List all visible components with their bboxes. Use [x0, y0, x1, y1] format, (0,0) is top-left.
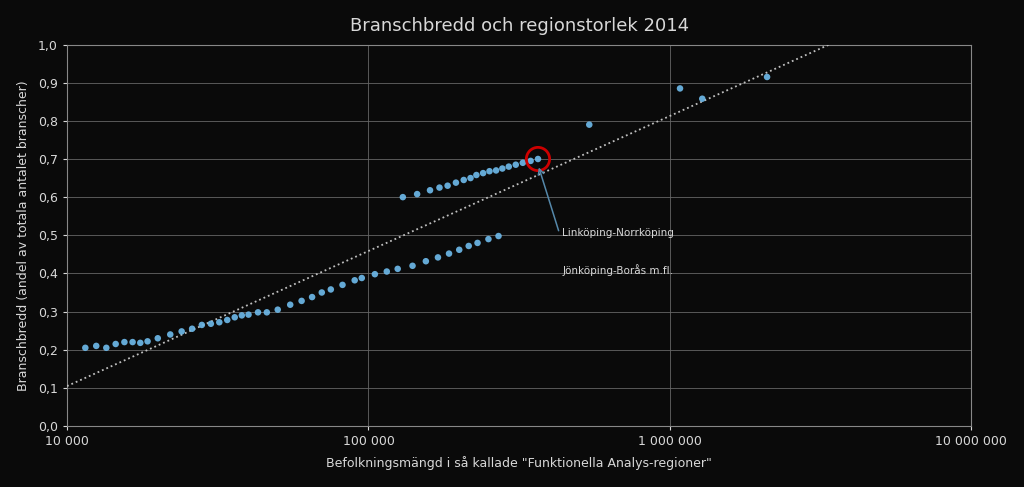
Point	[451, 246, 467, 254]
Point	[313, 289, 330, 297]
Point	[529, 155, 546, 163]
Point	[132, 339, 148, 347]
Point	[184, 325, 201, 333]
Point	[508, 161, 524, 169]
Point	[447, 179, 464, 187]
Y-axis label: Branschbredd (andel av totala antalet branscher): Branschbredd (andel av totala antalet br…	[16, 80, 30, 391]
Point	[233, 312, 250, 319]
Point	[241, 311, 257, 318]
Point	[124, 338, 140, 346]
Point	[367, 270, 383, 278]
Point	[581, 121, 597, 129]
Point	[226, 314, 243, 321]
Point	[162, 331, 178, 338]
Point	[439, 182, 456, 189]
Point	[522, 157, 539, 165]
Point	[334, 281, 350, 289]
Point	[219, 316, 236, 324]
Point	[259, 308, 275, 316]
Point	[469, 239, 485, 247]
Point	[150, 335, 166, 342]
Point	[487, 167, 504, 174]
Point	[456, 176, 472, 184]
Point	[116, 338, 132, 346]
Point	[389, 265, 406, 273]
Point	[430, 254, 446, 262]
Point	[422, 187, 438, 194]
Point	[480, 235, 497, 243]
X-axis label: Befolkningsmängd i så kallade "Funktionella Analys-regioner": Befolkningsmängd i så kallade "Funktione…	[327, 456, 712, 470]
Point	[108, 340, 124, 348]
Point	[323, 285, 339, 293]
Point	[77, 344, 93, 352]
Point	[404, 262, 421, 270]
Point	[515, 159, 531, 167]
Point	[529, 155, 546, 163]
Point	[269, 306, 286, 314]
Point	[173, 328, 189, 336]
Point	[379, 268, 395, 276]
Point	[203, 320, 219, 328]
Point	[304, 293, 321, 301]
Point	[441, 250, 458, 258]
Point	[194, 321, 210, 329]
Point	[501, 163, 517, 170]
Point	[98, 344, 115, 352]
Point	[409, 190, 425, 198]
Point	[418, 257, 434, 265]
Point	[461, 242, 477, 250]
Point	[139, 337, 156, 345]
Point	[475, 169, 492, 177]
Point	[431, 184, 447, 191]
Point	[394, 193, 411, 201]
Text: Jönköping-Borås m.fl.: Jönköping-Borås m.fl.	[562, 264, 674, 276]
Point	[282, 301, 298, 309]
Point	[346, 277, 362, 284]
Point	[88, 342, 104, 350]
Point	[294, 297, 310, 305]
Point	[759, 73, 775, 81]
Point	[250, 308, 266, 316]
Text: Linköping-Norrköping: Linköping-Norrköping	[562, 228, 675, 238]
Point	[353, 274, 370, 282]
Point	[495, 165, 511, 172]
Point	[694, 95, 711, 103]
Point	[490, 232, 507, 240]
Point	[462, 174, 478, 182]
Title: Branschbredd och regionstorlek 2014: Branschbredd och regionstorlek 2014	[349, 17, 689, 35]
Point	[672, 85, 688, 93]
Point	[468, 171, 484, 179]
Point	[211, 318, 227, 326]
Point	[481, 168, 498, 175]
